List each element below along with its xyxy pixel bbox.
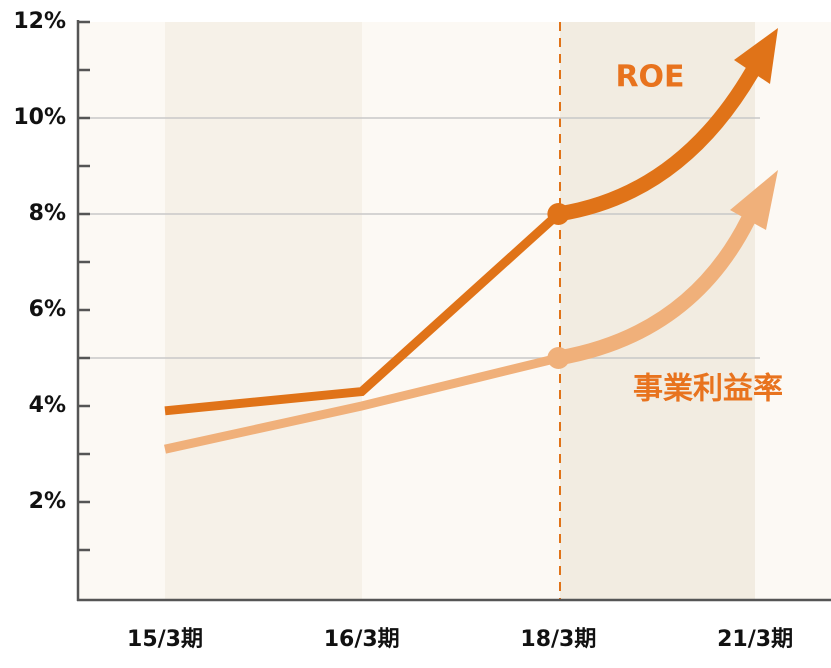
x-tick-label: 18/3期 (520, 627, 596, 652)
arrow-head (734, 28, 778, 84)
band (165, 22, 362, 600)
series-label: ROE (615, 60, 684, 95)
x-tick-label: 15/3期 (127, 627, 203, 652)
y-tick-label: 2% (29, 489, 66, 514)
point-marker (547, 347, 570, 369)
series-line (164, 353, 560, 454)
trend-arrow (550, 212, 756, 366)
x-tick-label: 21/3期 (717, 627, 793, 652)
series-label: 事業利益率 (633, 372, 783, 407)
y-tick-label: 4% (29, 393, 66, 418)
series-line (164, 210, 562, 416)
arrow-head (730, 170, 778, 230)
trend-arrow (550, 64, 760, 222)
y-tick-label: 10% (13, 105, 66, 130)
point-marker (547, 203, 570, 225)
y-tick-label: 6% (29, 297, 66, 322)
x-tick-label: 16/3期 (324, 627, 400, 652)
y-tick-label: 12% (13, 9, 66, 34)
y-tick-label: 8% (29, 201, 66, 226)
